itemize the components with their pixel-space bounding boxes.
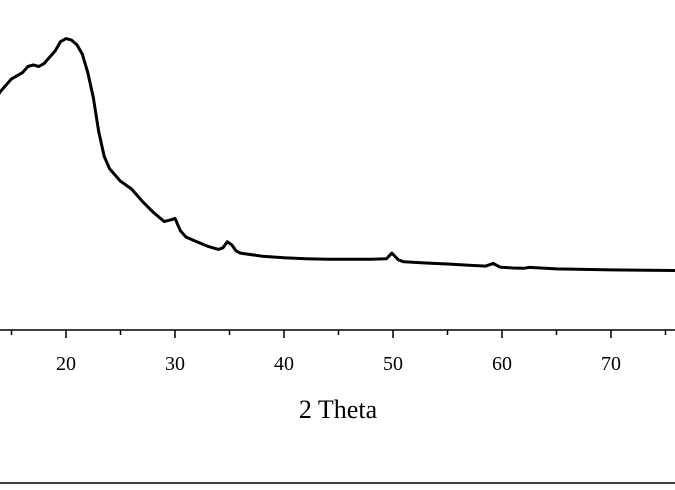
x-tick-label: 60 <box>492 353 512 375</box>
x-tick-label: 70 <box>601 353 621 375</box>
x-tick-label: 30 <box>165 353 185 375</box>
x-axis-ticks <box>10 330 667 338</box>
x-tick-label: 40 <box>274 353 294 375</box>
x-axis-tick-labels: 20 30 40 50 60 70 <box>56 353 621 375</box>
x-tick-label: 50 <box>383 353 403 375</box>
x-tick-label: 20 <box>56 353 76 375</box>
xrd-pattern-line <box>0 37 675 272</box>
x-axis-title: 2 Theta <box>299 395 378 424</box>
